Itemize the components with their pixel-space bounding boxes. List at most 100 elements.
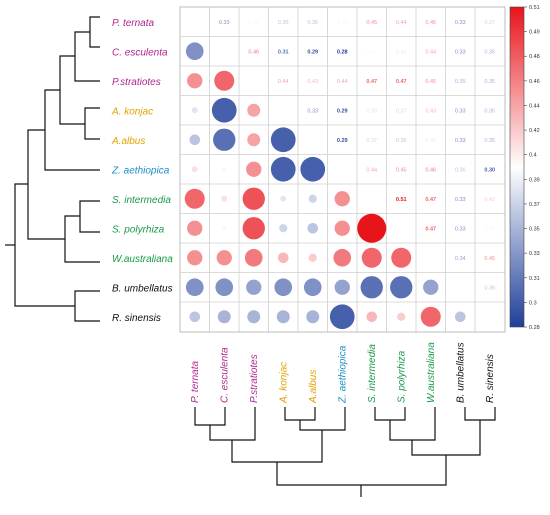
cell-circle <box>454 311 466 323</box>
cell-value-label: 0.35 <box>455 79 466 85</box>
cell-circle <box>333 248 352 267</box>
colorbar-tick-label: 0.49 <box>529 30 540 36</box>
colorbar-tick-label: 0.3 <box>529 300 537 306</box>
cell-value-label: 0.35 <box>484 108 495 114</box>
cell-circle <box>334 220 350 236</box>
cell-circle <box>242 217 265 240</box>
matrix-background <box>179 6 506 333</box>
cell-circle <box>334 191 350 207</box>
cell-circle <box>270 156 296 182</box>
cell-circle <box>213 128 236 151</box>
cell-value-label: 0.44 <box>396 20 407 26</box>
cell-value-label: 0.33 <box>455 138 466 144</box>
cell-value-label: 0.45 <box>425 20 436 26</box>
cell-value-label: 0.43 <box>425 108 436 114</box>
cell-circle <box>191 107 198 114</box>
cell-circle <box>191 166 198 173</box>
cell-value-label: 0.40 <box>366 49 377 55</box>
cell-value-label: 0.47 <box>366 79 377 85</box>
cell-value-label: 0.40 <box>484 226 495 232</box>
matrix-grid <box>180 7 505 332</box>
cell-value-label: 0.45 <box>484 256 495 262</box>
cell-circle <box>307 222 319 234</box>
cell-value-label: 0.34 <box>455 256 466 262</box>
cell-circle <box>185 42 204 61</box>
cell-value-label: 0.29 <box>337 108 348 114</box>
cell-value-label: 0.47 <box>396 79 407 85</box>
cell-circle <box>246 279 262 295</box>
column-label: P. ternata <box>190 360 201 403</box>
cell-circle <box>274 278 293 297</box>
cell-circle <box>211 97 237 123</box>
colorbar-tick-label: 0.4 <box>529 153 537 159</box>
cell-value-label: 0.44 <box>337 79 348 85</box>
cell-circle <box>366 311 378 323</box>
colorbar-tick-label: 0.44 <box>529 103 540 109</box>
row-label: P.stratiotes <box>112 77 161 88</box>
cell-value-label: 0.44 <box>425 49 436 55</box>
colorbar-tick-label: 0.46 <box>529 79 540 85</box>
row-label: A.albus <box>111 136 145 147</box>
cell-circle <box>222 226 227 231</box>
colorbar-ticks: 0.51 0.49 0.48 0.46 0.44 0.42 0.4 0.39 0.37 0.35 0… <box>524 5 540 331</box>
cell-value-label: 0.36 <box>484 285 495 291</box>
cell-circle <box>280 195 287 202</box>
cell-value-label: 0.45 <box>425 79 436 85</box>
cell-circle <box>247 133 261 147</box>
cell-circle <box>361 247 382 268</box>
colorbar-tick-label: 0.39 <box>529 177 540 183</box>
cell-value-label: 0.33 <box>455 197 466 203</box>
cell-circle <box>244 248 263 267</box>
column-label: S. intermedia <box>367 344 378 403</box>
cell-value-label: 0.41 <box>396 49 407 55</box>
cell-value-label: 0.31 <box>278 49 289 55</box>
cell-circle <box>214 70 235 91</box>
cell-value-label: 0.46 <box>248 49 259 55</box>
colorbar-tick-label: 0.48 <box>529 54 540 60</box>
colorbar-tick-label: 0.37 <box>529 202 540 208</box>
cell-value-label: 0.33 <box>307 108 318 114</box>
cell-circle <box>217 310 231 324</box>
cell-value-label: 0.36 <box>307 20 318 26</box>
colorbar-tick-label: 0.42 <box>529 128 540 134</box>
cell-circle <box>222 167 227 172</box>
cell-value-label: 0.30 <box>484 167 495 173</box>
cell-value-label: 0.46 <box>425 167 436 173</box>
cell-circle <box>391 247 412 268</box>
cell-value-label: 0.41 <box>425 138 436 144</box>
cell-value-label: 0.40 <box>248 20 259 26</box>
cell-circle <box>270 127 296 153</box>
cell-circle <box>277 252 289 264</box>
row-label: C. esculenta <box>112 47 168 58</box>
cell-circle <box>397 312 406 321</box>
cell-circle <box>329 304 355 330</box>
cell-value-label: 0.36 <box>278 20 289 26</box>
cell-value-label: 0.33 <box>455 20 466 26</box>
cell-circle <box>423 279 439 295</box>
cell-circle <box>247 310 261 324</box>
cell-circle <box>242 187 265 210</box>
column-label: W.australiana <box>426 342 437 403</box>
cell-circle <box>300 156 326 182</box>
cell-value-label: 0.42 <box>484 197 495 203</box>
column-label: Z. aethiopica <box>337 345 348 404</box>
cell-value-label: 0.33 <box>455 49 466 55</box>
cell-circle <box>246 161 262 177</box>
cell-circle <box>390 276 413 299</box>
colorbar-tick-label: 0.33 <box>529 251 540 257</box>
column-label: A. konjac <box>278 362 289 404</box>
cell-value-label: 0.38 <box>366 108 377 114</box>
cell-circle <box>187 220 203 236</box>
cell-value-label: 0.28 <box>337 49 348 55</box>
row-label: S. polyrhiza <box>112 224 165 235</box>
cell-value-label: 0.33 <box>455 108 466 114</box>
cell-circle <box>189 311 201 323</box>
cell-value-label: 0.37 <box>366 138 377 144</box>
cell-circle <box>189 134 201 146</box>
cell-circle <box>216 250 232 266</box>
cell-circle <box>185 278 204 297</box>
cell-value-label: 0.44 <box>278 79 289 85</box>
cell-circle <box>215 278 234 297</box>
cell-circle <box>334 279 350 295</box>
